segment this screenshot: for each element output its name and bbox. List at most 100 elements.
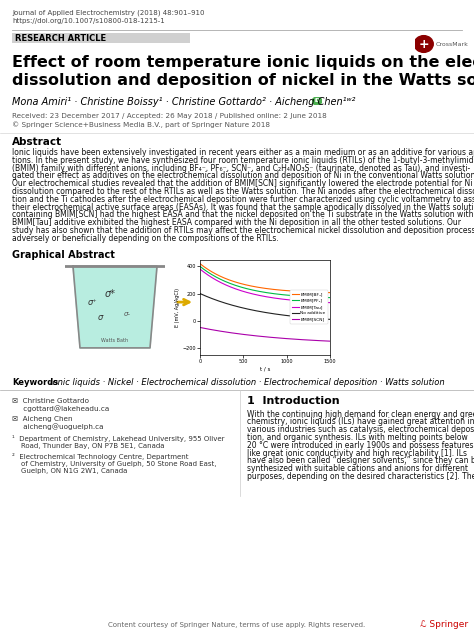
- BMIM[Tau]: [274, 294, 280, 302]
- Text: Our electrochemical studies revealed that the addition of BMIM[SCN] significantl: Our electrochemical studies revealed tha…: [12, 179, 473, 188]
- BMIM[PF₆]: [327, 294, 333, 301]
- No additive: [315, 314, 321, 322]
- Text: ¹  Department of Chemistry, Lakehead University, 955 Oliver: ¹ Department of Chemistry, Lakehead Univ…: [12, 435, 225, 442]
- Line: BMIM[BF₄]: BMIM[BF₄]: [200, 264, 330, 292]
- Text: BMIM[Tau] additive exhibited the highest EASA compared with the Ni deposition in: BMIM[Tau] additive exhibited the highest…: [12, 218, 461, 227]
- Text: chemistry, ionic liquids (ILs) have gained great attention in: chemistry, ionic liquids (ILs) have gain…: [247, 418, 474, 426]
- Polygon shape: [73, 266, 157, 348]
- BMIM[Tau]: [198, 265, 203, 273]
- Text: +: +: [419, 38, 429, 50]
- Y-axis label: E (mV, Ag/AgCl): E (mV, Ag/AgCl): [174, 287, 180, 326]
- Text: tion, and organic synthesis. ILs with melting points below: tion, and organic synthesis. ILs with me…: [247, 433, 468, 442]
- BMIM[SCN]: [315, 337, 321, 344]
- BMIM[PF₆]: [307, 293, 312, 301]
- Text: their electrochemical active surface areas (EASAs). It was found that the sample: their electrochemical active surface are…: [12, 203, 474, 211]
- BMIM[BF₄]: [315, 289, 321, 296]
- FancyBboxPatch shape: [12, 33, 190, 43]
- Text: study has also shown that the addition of RTILs may affect the electrochemical n: study has also shown that the addition o…: [12, 226, 474, 235]
- Text: cgottard@lakeheadu.ca: cgottard@lakeheadu.ca: [12, 405, 109, 412]
- Text: of Chemistry, University of Guelph, 50 Stone Road East,: of Chemistry, University of Guelph, 50 S…: [12, 461, 217, 467]
- Line: BMIM[PF₆]: BMIM[PF₆]: [200, 267, 330, 298]
- Text: Guelph, ON N1G 2W1, Canada: Guelph, ON N1G 2W1, Canada: [12, 469, 128, 474]
- Text: various industries such as catalysis, electrochemical deposi-: various industries such as catalysis, el…: [247, 425, 474, 434]
- BMIM[SCN]: [274, 334, 280, 342]
- Text: synthesized with suitable cations and anions for different: synthesized with suitable cations and an…: [247, 464, 468, 473]
- Text: Mona Amiri¹ · Christine Boissy¹ · Christine Gottardo² · Aicheng Chen¹ʷ²: Mona Amiri¹ · Christine Boissy¹ · Christ…: [12, 97, 356, 107]
- Text: Keywords: Keywords: [12, 377, 58, 387]
- BMIM[BF₄]: [327, 289, 333, 296]
- Text: have also been called “designer solvents,” since they can be: have also been called “designer solvents…: [247, 457, 474, 465]
- BMIM[Tau]: [327, 299, 333, 306]
- Text: dissolution compared to the rest of the RTILs as well as the Watts solution. The: dissolution compared to the rest of the …: [12, 187, 474, 196]
- BMIM[SCN]: [197, 324, 203, 331]
- BMIM[Tau]: [197, 265, 203, 273]
- Text: RESEARCH ARTICLE: RESEARCH ARTICLE: [15, 34, 106, 43]
- BMIM[BF₄]: [277, 286, 283, 294]
- BMIM[BF₄]: [198, 260, 203, 268]
- Text: ℒ Springer: ℒ Springer: [420, 620, 468, 629]
- Text: dissolution and deposition of nickel in the Watts solution: dissolution and deposition of nickel in …: [12, 73, 474, 88]
- Circle shape: [414, 36, 433, 52]
- Text: σ: σ: [97, 313, 103, 322]
- BMIM[BF₄]: [307, 288, 312, 296]
- Text: Ionic liquids · Nickel · Electrochemical dissolution · Electrochemical depositio: Ionic liquids · Nickel · Electrochemical…: [50, 377, 445, 387]
- BMIM[Tau]: [277, 295, 283, 303]
- Text: © Springer Science+Business Media B.V., part of Springer Nature 2018: © Springer Science+Business Media B.V., …: [12, 121, 270, 128]
- BMIM[PF₆]: [197, 263, 203, 270]
- Text: Effect of room temperature ionic liquids on the electrochemical: Effect of room temperature ionic liquids…: [12, 55, 474, 70]
- Text: tion and the Ti cathodes after the electrochemical deposition were further chara: tion and the Ti cathodes after the elect…: [12, 195, 474, 204]
- BMIM[Tau]: [307, 298, 312, 305]
- BMIM[SCN]: [274, 334, 280, 342]
- No additive: [277, 311, 283, 318]
- Text: aicheng@uoguelph.ca: aicheng@uoguelph.ca: [12, 424, 103, 430]
- Text: CrossMark: CrossMark: [436, 42, 468, 47]
- Text: containing BMIM[SCN] had the highest EASA and that the nickel deposited on the T: containing BMIM[SCN] had the highest EAS…: [12, 210, 474, 220]
- Text: Received: 23 December 2017 / Accepted: 26 May 2018 / Published online: 2 June 20: Received: 23 December 2017 / Accepted: 2…: [12, 113, 327, 119]
- Text: iD: iD: [314, 99, 320, 104]
- No additive: [197, 290, 203, 298]
- Legend: BMIM[BF₄], BMIM[PF₆], BMIM[Tau], No additive, BMIM[SCN]: BMIM[BF₄], BMIM[PF₆], BMIM[Tau], No addi…: [290, 290, 328, 324]
- Text: like great ionic conductivity and high recyclability [1]. ILs: like great ionic conductivity and high r…: [247, 448, 467, 458]
- Text: With the continuing high demand for clean energy and green: With the continuing high demand for clea…: [247, 409, 474, 419]
- BMIM[BF₄]: [197, 260, 203, 267]
- No additive: [198, 290, 203, 298]
- Text: Journal of Applied Electrochemistry (2018) 48:901–910: Journal of Applied Electrochemistry (201…: [12, 10, 204, 16]
- BMIM[PF₆]: [315, 293, 321, 301]
- Text: Content courtesy of Springer Nature, terms of use apply. Rights reserved.: Content courtesy of Springer Nature, ter…: [109, 622, 365, 628]
- BMIM[PF₆]: [274, 291, 280, 298]
- Text: Graphical Abstract: Graphical Abstract: [12, 250, 115, 260]
- Text: Watts Bath: Watts Bath: [101, 338, 128, 343]
- BMIM[SCN]: [327, 337, 333, 345]
- BMIM[SCN]: [307, 337, 312, 344]
- Line: BMIM[SCN]: BMIM[SCN]: [200, 328, 330, 341]
- Text: ✉  Christine Gottardo: ✉ Christine Gottardo: [12, 398, 89, 404]
- Text: purposes, depending on the desired characteristics [2]. The: purposes, depending on the desired chara…: [247, 472, 474, 481]
- No additive: [274, 311, 280, 318]
- Text: σ⁺: σ⁺: [88, 298, 98, 308]
- Text: σ-: σ-: [124, 311, 130, 317]
- BMIM[Tau]: [274, 295, 280, 303]
- Line: No additive: No additive: [200, 294, 330, 320]
- Text: ✉  Aicheng Chen: ✉ Aicheng Chen: [12, 416, 73, 422]
- Text: gated their effect as additives on the electrochemical dissolution and depositio: gated their effect as additives on the e…: [12, 171, 474, 181]
- Text: Ionic liquids have been extensively investigated in recent years either as a mai: Ionic liquids have been extensively inve…: [12, 148, 474, 157]
- Text: (BMIM) family with different anions, including BF₄⁻, PF₆⁻, SCN⁻, and C₂H₄NO₃S⁻ (: (BMIM) family with different anions, inc…: [12, 164, 470, 172]
- BMIM[BF₄]: [274, 286, 280, 294]
- BMIM[PF₆]: [274, 291, 280, 298]
- Text: https://doi.org/10.1007/s10800-018-1215-1: https://doi.org/10.1007/s10800-018-1215-…: [12, 18, 165, 24]
- Text: adversely or beneficially depending on the compositions of the RTILs.: adversely or beneficially depending on t…: [12, 234, 279, 243]
- Circle shape: [312, 97, 322, 105]
- X-axis label: t / s: t / s: [260, 367, 270, 372]
- Text: ²  Electrochemical Technology Centre, Department: ² Electrochemical Technology Centre, Dep…: [12, 454, 189, 460]
- Text: tions. In the present study, we have synthesized four room temperature ionic liq: tions. In the present study, we have syn…: [12, 156, 474, 165]
- No additive: [274, 311, 280, 318]
- Text: 1  Introduction: 1 Introduction: [247, 396, 340, 406]
- BMIM[PF₆]: [198, 263, 203, 270]
- Text: Abstract: Abstract: [12, 137, 62, 147]
- BMIM[SCN]: [198, 324, 203, 331]
- BMIM[PF₆]: [277, 291, 283, 298]
- No additive: [307, 314, 312, 321]
- Text: Road, Thunder Bay, ON P7B 5E1, Canada: Road, Thunder Bay, ON P7B 5E1, Canada: [12, 443, 164, 449]
- BMIM[Tau]: [315, 298, 321, 306]
- No additive: [327, 316, 333, 323]
